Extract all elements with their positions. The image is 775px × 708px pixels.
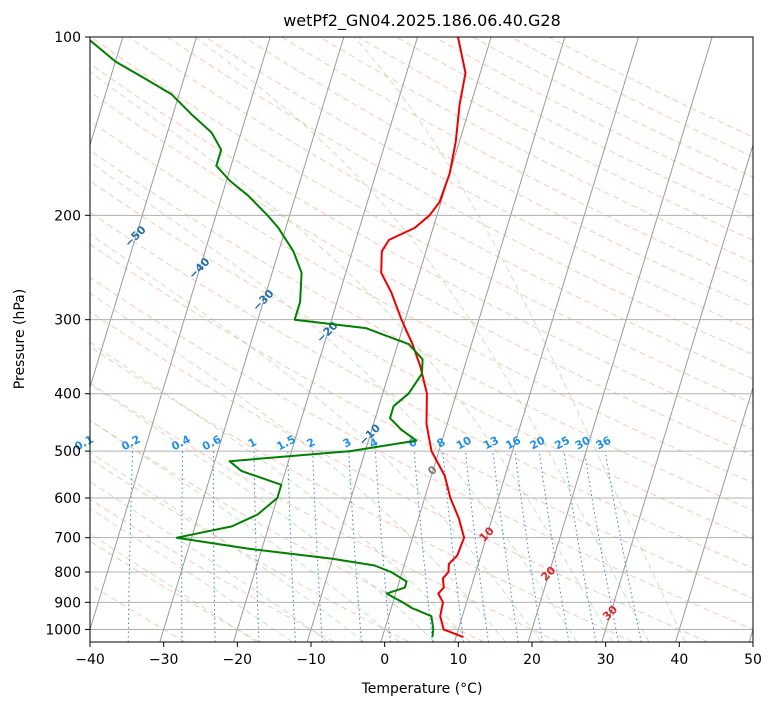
moist-adiabat xyxy=(90,480,329,642)
dry-adiabat xyxy=(90,63,753,431)
y-axis-ticks: 100 200 300 400 500 600 700 800 900 1000 xyxy=(45,30,90,638)
temperature-line xyxy=(380,37,467,639)
y-tick-label: 200 xyxy=(54,208,81,224)
mixing-ratio-line xyxy=(312,451,323,642)
mixing-ratio-line xyxy=(538,451,570,642)
y-tick-label: 600 xyxy=(54,491,81,507)
moist-adiabat xyxy=(90,507,293,642)
moist-adiabat xyxy=(90,233,542,642)
mixing-ratio-line xyxy=(127,451,134,642)
x-axis-label: Temperature (°C) xyxy=(361,681,483,697)
y-axis-label: Pressure (hPa) xyxy=(12,289,28,389)
mixing-ratio-label: 13 xyxy=(481,434,501,453)
x-tick-label: −20 xyxy=(223,652,253,668)
isotherm-line xyxy=(454,37,639,642)
mixing-ratio-line xyxy=(348,451,362,642)
dry-adiabat xyxy=(90,540,260,642)
mixing-ratio-label: 25 xyxy=(552,434,572,453)
moist-adiabat xyxy=(90,383,436,642)
y-tick-label: 400 xyxy=(54,387,81,403)
moist-adiabat xyxy=(194,37,650,642)
mixing-ratio-line xyxy=(442,451,465,642)
y-tick-label: 1000 xyxy=(45,622,81,638)
isotherm-line xyxy=(675,385,753,642)
sounding-series xyxy=(90,37,467,639)
isotherm-line xyxy=(159,37,345,642)
moist-adiabat xyxy=(354,37,686,642)
dry-adiabat xyxy=(90,180,753,540)
mixing-ratio-line xyxy=(253,451,260,642)
plot-frame xyxy=(89,36,754,643)
mixing-ratio-label: 36 xyxy=(594,433,614,452)
dry-adiabat xyxy=(205,37,753,332)
moist-adiabat xyxy=(90,161,578,642)
x-tick-label: −30 xyxy=(149,652,179,668)
mixing-ratio-label: 10 xyxy=(454,434,474,453)
mixing-ratio-label: 30 xyxy=(573,434,593,453)
moist-adiabat xyxy=(90,341,471,642)
x-tick-label: 10 xyxy=(449,652,467,668)
isotherm-line xyxy=(601,143,753,642)
mixing-ratio-line xyxy=(492,451,519,642)
moist-adiabat xyxy=(90,71,614,642)
dry-adiabat xyxy=(90,310,709,642)
background-lines xyxy=(90,37,753,642)
mixing-ratio-line xyxy=(287,451,296,642)
moist-adiabat xyxy=(90,419,400,642)
dry-adiabat xyxy=(90,91,753,457)
mixing-ratio-line xyxy=(465,451,489,642)
mixing-ratio-label: 20 xyxy=(528,434,548,453)
isotherm-line xyxy=(90,37,271,632)
isotherm-line xyxy=(380,37,566,642)
mixing-ratio-line xyxy=(181,451,184,642)
chart-title: wetPf2_GN04.2025.186.06.40.G28 xyxy=(283,11,561,31)
y-tick-label: 800 xyxy=(54,565,81,581)
mixing-ratio-line xyxy=(413,451,434,642)
mixing-ratio-labels: 0.1 0.2 0.4 0.6 1 1.5 2 3 4 6 8 10 13 16 20 25 30 36 xyxy=(72,433,613,454)
mixing-ratio-line xyxy=(514,451,543,642)
y-tick-label: 100 xyxy=(54,30,81,46)
x-tick-label: 40 xyxy=(670,652,688,668)
grid-lines xyxy=(90,37,753,642)
dry-adiabat xyxy=(90,458,410,642)
mixing-ratio-line xyxy=(212,451,216,642)
y-tick-label: 500 xyxy=(54,444,81,460)
y-tick-label: 900 xyxy=(54,595,81,611)
y-tick-label: 700 xyxy=(54,531,81,547)
dry-adiabat xyxy=(281,37,753,285)
mixing-ratio-line xyxy=(563,451,597,642)
dewpoint-line xyxy=(90,39,435,638)
x-tick-label: 20 xyxy=(523,652,541,668)
y-tick-label: 300 xyxy=(54,313,81,329)
x-tick-label: −10 xyxy=(296,652,326,668)
moist-adiabat xyxy=(90,292,506,642)
x-tick-label: −40 xyxy=(75,652,105,668)
isotherm-line xyxy=(90,37,197,389)
x-tick-label: 30 xyxy=(597,652,615,668)
x-tick-label: 50 xyxy=(744,652,762,668)
mixing-ratio-label: 16 xyxy=(503,433,523,452)
x-tick-label: 0 xyxy=(380,652,389,668)
x-axis-ticks: −40 −30 −20 −10 0 10 20 30 40 50 xyxy=(75,642,762,668)
isotherm-line xyxy=(90,37,124,147)
moist-adiabat xyxy=(90,451,365,642)
dry-adiabat xyxy=(90,149,753,512)
isotherm-line xyxy=(527,37,713,642)
isotherm-line xyxy=(233,37,418,642)
dry-adiabat xyxy=(90,583,186,642)
dry-adiabat xyxy=(166,37,753,355)
isotherm-line xyxy=(306,37,492,642)
